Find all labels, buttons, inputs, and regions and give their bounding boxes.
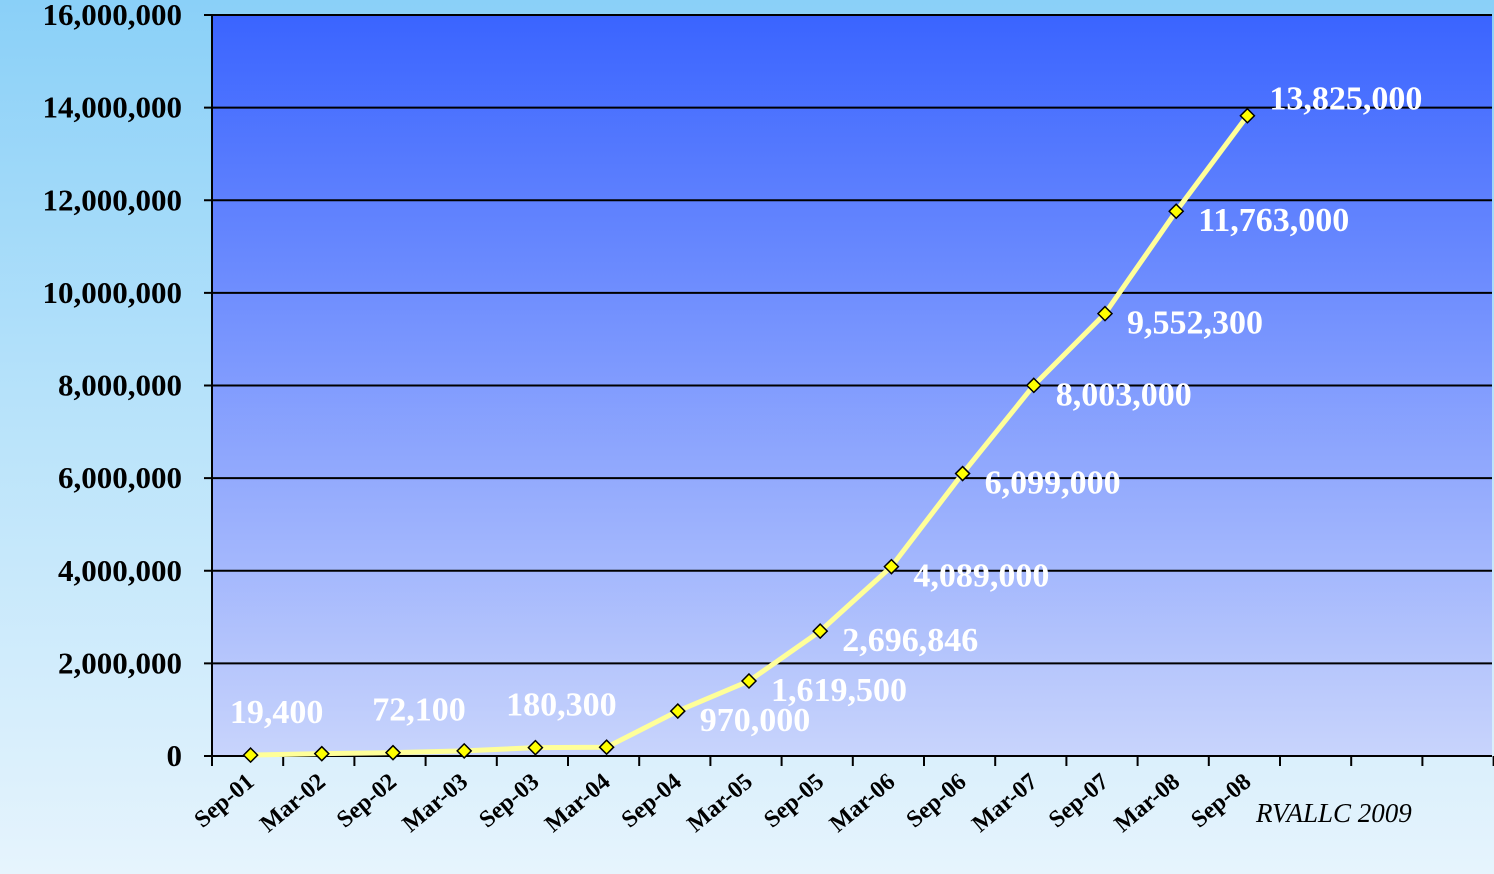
data-label: 8,003,000 (1056, 376, 1192, 413)
y-tick-label: 12,000,000 (43, 182, 183, 217)
data-label: 19,400 (230, 694, 324, 731)
x-tick-label: Mar-06 (825, 769, 900, 838)
x-tick-label: Sep-07 (1044, 769, 1114, 833)
y-tick-label: 8,000,000 (58, 368, 182, 403)
x-tick-label: Mar-08 (1110, 769, 1185, 838)
x-tick-label: Sep-01 (190, 769, 260, 833)
y-tick-label: 16,000,000 (43, 0, 183, 32)
y-tick-label: 6,000,000 (58, 460, 182, 495)
data-label: 180,300 (506, 687, 617, 724)
x-tick-label: Mar-05 (683, 769, 758, 838)
x-tick-label: Mar-04 (540, 769, 615, 838)
x-tick-label: Sep-05 (759, 769, 829, 833)
data-label: 72,100 (372, 692, 466, 729)
y-tick-label: 4,000,000 (58, 553, 182, 588)
x-tick-label: Sep-04 (617, 769, 687, 833)
data-label: 6,099,000 (985, 465, 1121, 502)
x-tick-label: Mar-03 (398, 769, 473, 838)
data-label: 13,825,000 (1269, 81, 1422, 118)
x-tick-label: Sep-06 (902, 769, 972, 833)
credit-text: RVALLC 2009 (1255, 798, 1412, 828)
data-label: 1,619,500 (771, 672, 907, 709)
data-label: 9,552,300 (1127, 305, 1263, 342)
x-tick-label: Sep-02 (332, 769, 402, 833)
y-tick-label: 14,000,000 (43, 90, 183, 125)
y-tick-label: 10,000,000 (43, 275, 183, 310)
x-tick-label: Sep-03 (474, 769, 544, 833)
y-axis-tick-labels: 0 2,000,000 4,000,000 6,000,000 8,000,000 10,… (43, 0, 183, 773)
x-tick-label: Mar-02 (255, 769, 330, 838)
data-label: 4,089,000 (913, 558, 1049, 595)
data-label: 2,696,846 (842, 622, 978, 659)
x-tick-label: Sep-08 (1186, 769, 1256, 833)
y-tick-label: 2,000,000 (58, 645, 182, 680)
data-label: 11,763,000 (1198, 202, 1349, 239)
y-tick-label: 0 (167, 738, 183, 773)
x-tick-label: Mar-07 (967, 769, 1042, 838)
